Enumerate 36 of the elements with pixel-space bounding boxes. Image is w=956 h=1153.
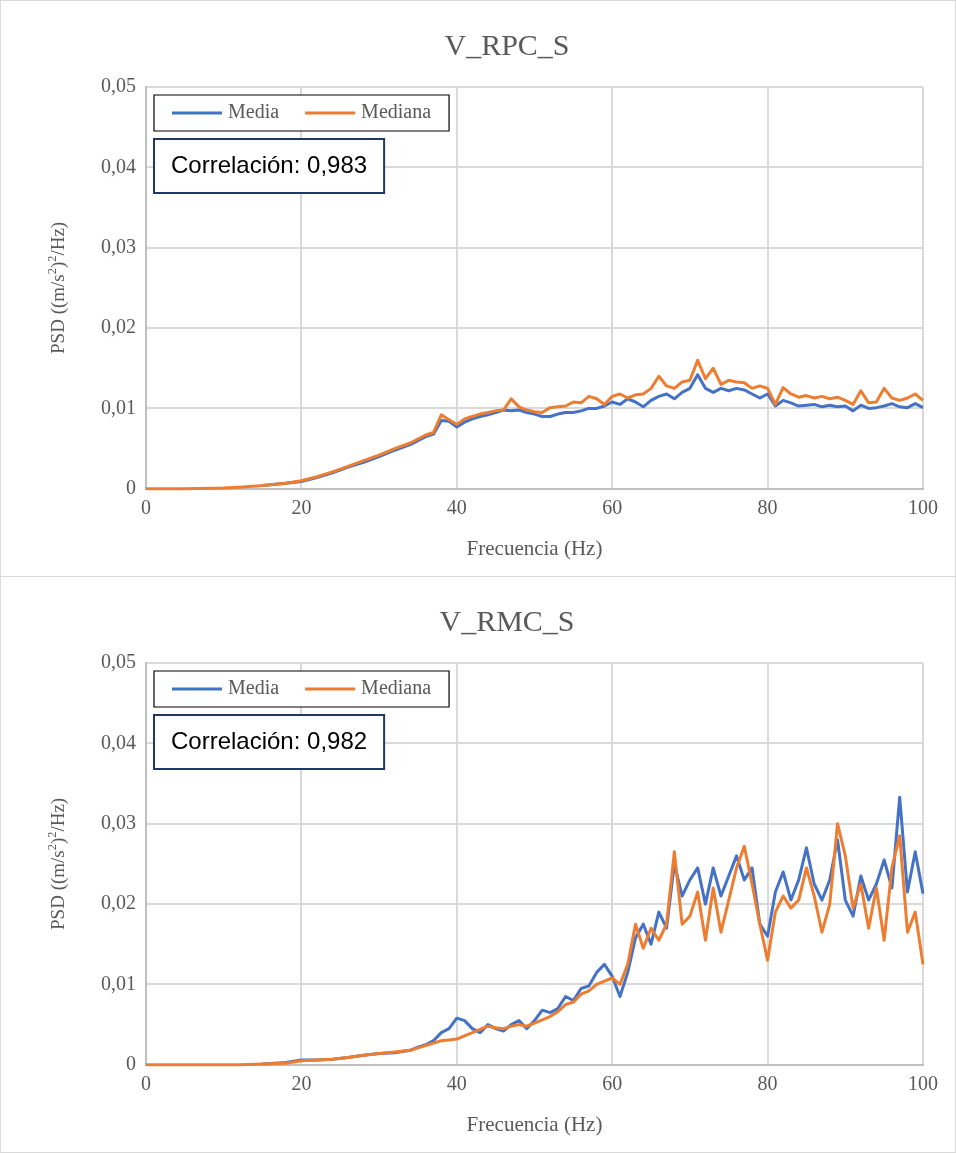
y-axis-title: PSD ((m/s2)2/Hz) bbox=[44, 221, 69, 354]
x-tick-label: 0 bbox=[141, 1072, 151, 1095]
x-tick-label: 80 bbox=[757, 1072, 778, 1095]
chart-title: V_RPC_S bbox=[444, 27, 570, 61]
y-tick-label: 0,05 bbox=[101, 650, 136, 673]
y-tick-label: 0,03 bbox=[101, 810, 136, 833]
y-tick-label: 0,04 bbox=[101, 154, 136, 177]
y-tick-label: 0,02 bbox=[101, 891, 136, 914]
legend-label: Media bbox=[228, 676, 280, 699]
x-tick-label: 20 bbox=[291, 496, 312, 519]
x-tick-label: 20 bbox=[291, 1072, 312, 1095]
y-tick-label: 0,04 bbox=[101, 730, 136, 753]
x-tick-label: 40 bbox=[446, 1072, 467, 1095]
x-axis-title: Frecuencia (Hz) bbox=[466, 1111, 603, 1136]
legend-label: Mediana bbox=[361, 100, 432, 123]
annotation: Correlación: 0,982 bbox=[171, 726, 368, 754]
x-tick-label: 40 bbox=[446, 496, 467, 519]
y-tick-label: 0,05 bbox=[101, 74, 136, 97]
y-tick-label: 0 bbox=[126, 476, 136, 499]
y-tick-label: 0,02 bbox=[101, 315, 136, 338]
y-tick-label: 0,01 bbox=[101, 395, 136, 418]
y-axis-title: PSD ((m/s2)2/Hz) bbox=[44, 797, 69, 930]
y-tick-label: 0,01 bbox=[101, 971, 136, 994]
x-tick-label: 100 bbox=[908, 1072, 938, 1095]
legend-label: Media bbox=[228, 100, 280, 123]
y-tick-label: 0,03 bbox=[101, 234, 136, 257]
x-tick-label: 60 bbox=[602, 1072, 623, 1095]
y-tick-label: 0 bbox=[126, 1052, 136, 1075]
x-tick-label: 100 bbox=[908, 496, 938, 519]
x-axis-title: Frecuencia (Hz) bbox=[466, 535, 603, 560]
x-tick-label: 0 bbox=[141, 496, 151, 519]
legend-label: Mediana bbox=[361, 676, 432, 699]
chart-title: V_RMC_S bbox=[439, 603, 575, 637]
annotation: Correlación: 0,983 bbox=[171, 150, 368, 178]
x-tick-label: 80 bbox=[757, 496, 778, 519]
x-tick-label: 60 bbox=[602, 496, 623, 519]
